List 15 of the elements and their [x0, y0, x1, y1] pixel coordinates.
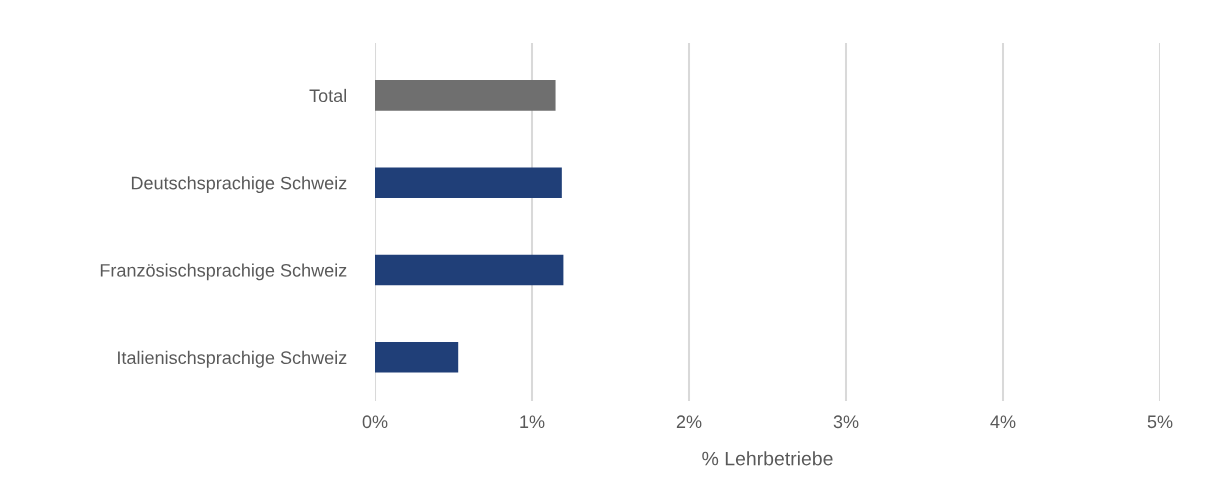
bar [375, 167, 562, 198]
x-tick-label: 0% [362, 415, 388, 429]
y-tick-label: Deutschsprachige Schweiz [131, 176, 347, 193]
x-axis-title: % Lehrbetriebe [702, 451, 833, 466]
x-tick-label: 2% [676, 415, 702, 429]
x-tick-label: 1% [520, 415, 545, 429]
x-tick-label: 4% [990, 415, 1016, 429]
y-tick-label: Italienischsprachige Schweiz [118, 350, 347, 368]
bar [375, 342, 459, 373]
y-tick-label: Total [309, 88, 347, 103]
bar [375, 254, 564, 286]
bar [375, 80, 556, 111]
x-tick-label: 5% [1147, 415, 1173, 429]
y-tick-label: Französischsprachige Schweiz [100, 263, 347, 281]
x-tick-label: 3% [833, 415, 859, 429]
